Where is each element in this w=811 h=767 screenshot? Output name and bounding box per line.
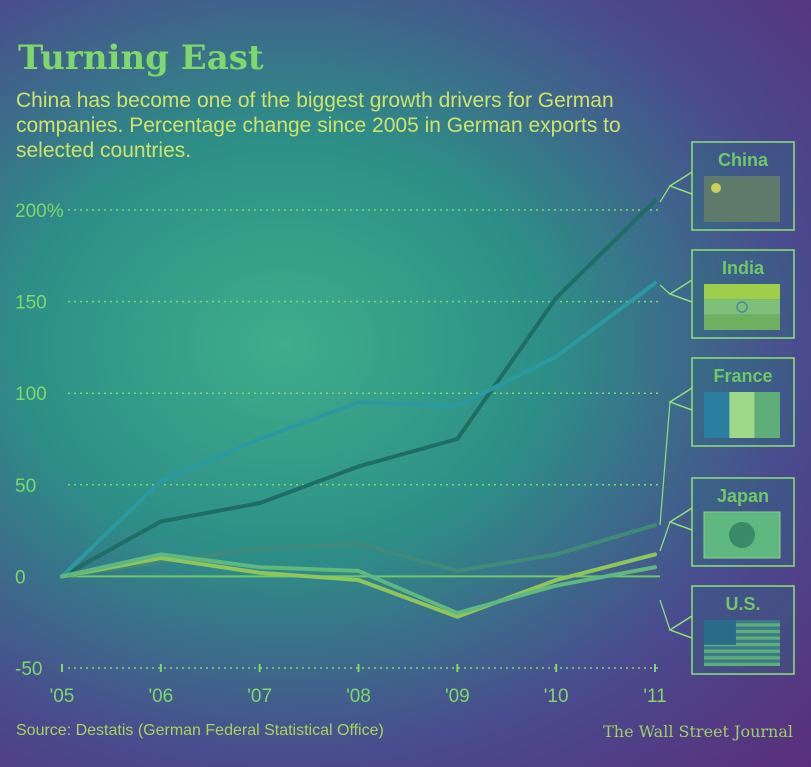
series-line-india [60, 281, 657, 579]
chart-subtitle: China has become one of the biggest grow… [16, 89, 621, 162]
india-flag-icon [704, 284, 780, 330]
legend-label: India [722, 258, 765, 278]
legend-item-us: U.S. [659, 585, 795, 675]
japan-flag-icon [703, 511, 781, 559]
x-tick-label: '06 [148, 686, 173, 707]
legend-item-japan: Japan [659, 477, 795, 567]
legend-item-india: India [659, 249, 795, 339]
series-line-france [60, 523, 657, 579]
legend-pointer [668, 615, 693, 639]
series-lines [60, 198, 657, 619]
y-tick-label: -50 [15, 659, 42, 680]
y-tick-label: 0 [15, 567, 26, 588]
legend-leader [659, 599, 671, 631]
legend: China India France Japan U.S. [659, 141, 795, 675]
legend-label: France [713, 366, 772, 386]
legend-leader [659, 521, 671, 552]
legend-leader [659, 185, 671, 203]
legend-label: China [718, 150, 769, 170]
x-tick-label: '07 [247, 686, 272, 707]
y-tick-label: 50 [15, 476, 36, 497]
x-tick-label: '11 [643, 686, 666, 707]
legend-item-france: France [659, 357, 795, 526]
grid-lines [62, 209, 660, 669]
x-tick-label: '09 [445, 686, 470, 707]
legend-pointer [668, 387, 693, 411]
y-tick-label: 200% [15, 201, 64, 222]
y-axis-ticks: 200% 150 100 50 0 -50 [15, 201, 64, 680]
us-flag-icon [704, 620, 780, 666]
y-tick-label: 150 [15, 293, 47, 314]
legend-leader [659, 401, 671, 526]
series-line-japan [60, 552, 657, 619]
x-tick-label: '10 [544, 686, 569, 707]
source-note: Source: Destatis (German Federal Statist… [16, 722, 384, 739]
france-flag-icon [704, 392, 780, 438]
series-line-us [60, 552, 657, 616]
legend-label: U.S. [725, 594, 760, 614]
legend-pointer [668, 171, 693, 195]
legend-leader [659, 284, 671, 295]
series-line-china [60, 198, 657, 579]
legend-label: Japan [717, 486, 769, 506]
y-tick-label: 100 [15, 384, 47, 405]
chart-title: Turning East [18, 38, 264, 78]
china-flag-icon [704, 176, 780, 222]
publisher-credit: The Wall Street Journal [603, 722, 793, 741]
legend-pointer [668, 507, 693, 531]
x-tick-label: '08 [346, 686, 371, 707]
x-axis-ticks: '05 '06 '07 '08 '09 '10 '11 [50, 664, 667, 707]
legend-item-china: China [659, 141, 795, 231]
x-tick-label: '05 [50, 686, 75, 707]
legend-pointer [668, 279, 693, 303]
